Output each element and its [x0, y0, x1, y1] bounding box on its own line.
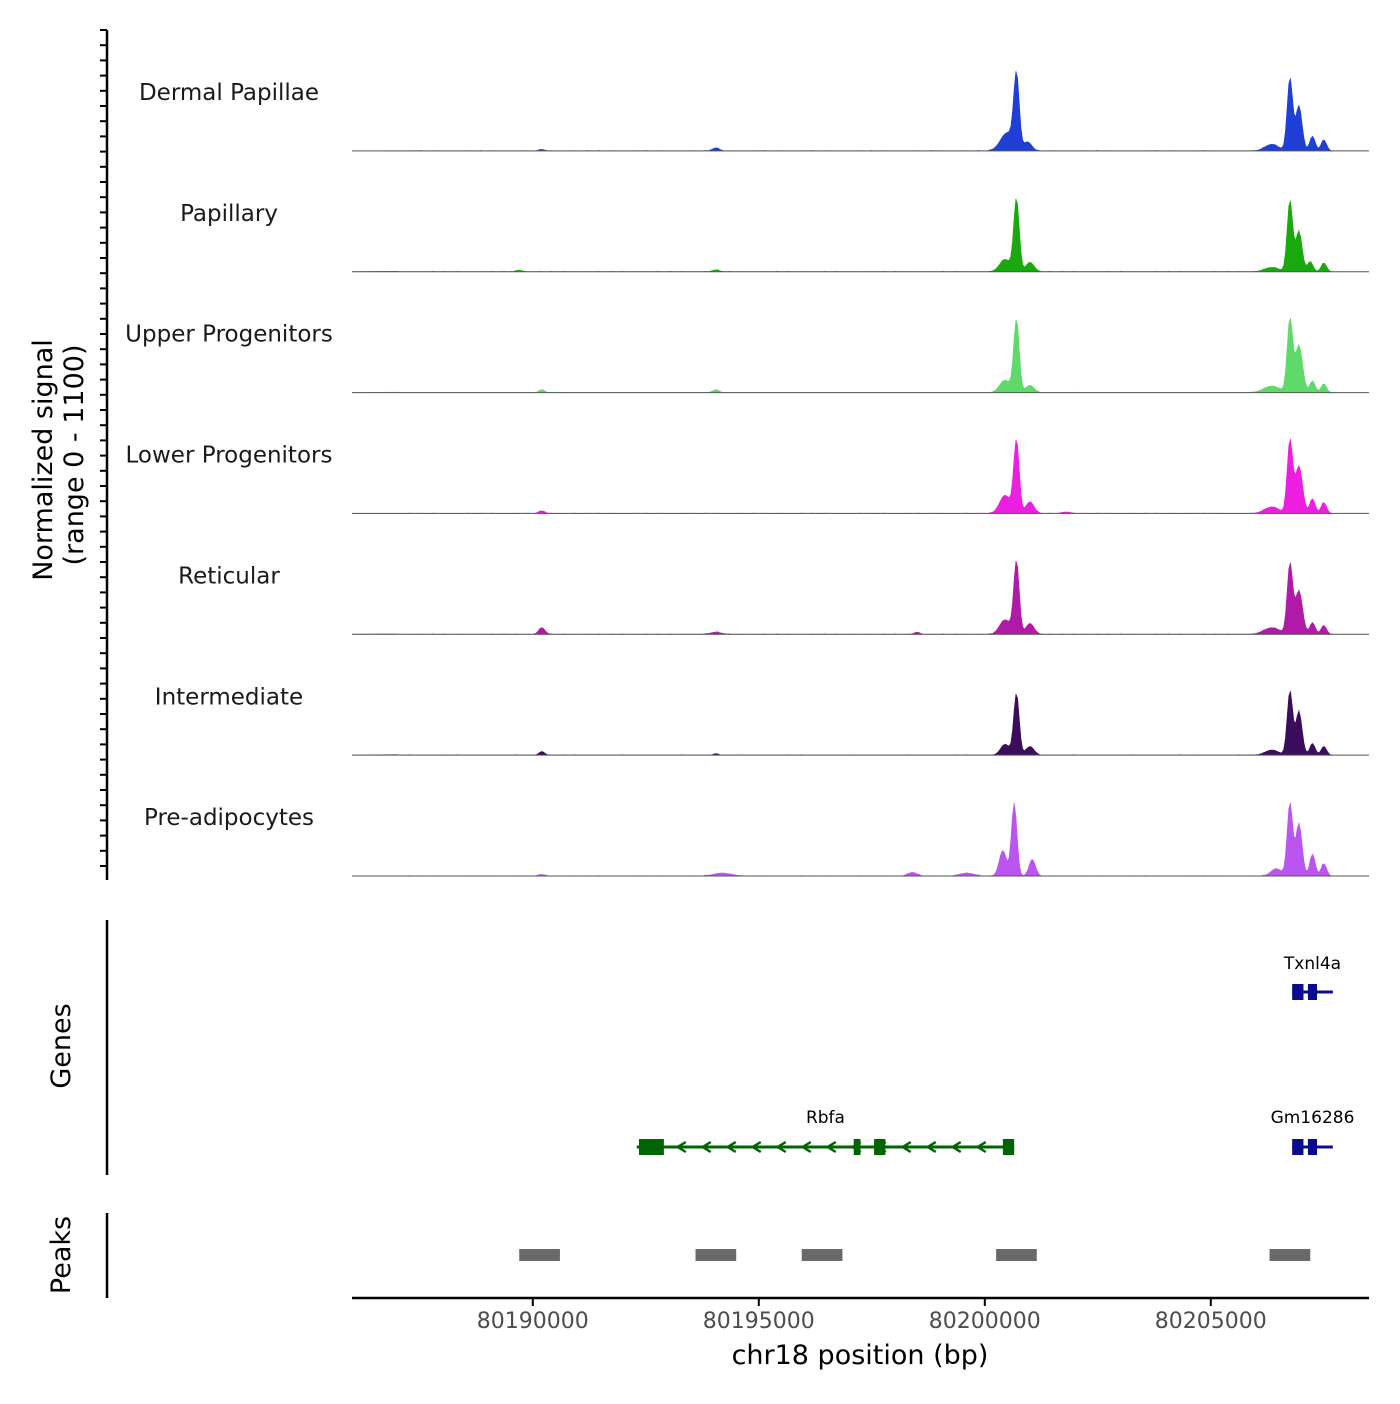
track-label: Upper Progenitors [125, 322, 333, 348]
peak-track [519, 1249, 1311, 1261]
gene-model: Gm16286 [1271, 1108, 1355, 1155]
peak-region [519, 1249, 560, 1261]
track-label: Pre-adipocytes [144, 805, 314, 831]
track-label: Papillary [180, 201, 278, 227]
strand-arrow [750, 1140, 762, 1154]
signal-area [351, 691, 1334, 756]
coverage-track: Upper Progenitors [125, 317, 1369, 394]
signal-area [351, 198, 1334, 273]
strand-arrow [675, 1140, 687, 1154]
peak-region [801, 1249, 843, 1261]
track-label: Dermal Papillae [139, 80, 319, 106]
coverage-track: Papillary [180, 198, 1369, 273]
strand-arrow [725, 1140, 737, 1154]
x-tick-label: 80205000 [1155, 1309, 1267, 1334]
x-tick-label: 80190000 [477, 1309, 589, 1334]
gene-exon [639, 1139, 664, 1155]
gene-label: Gm16286 [1271, 1108, 1355, 1128]
gene-label: Txnl4a [1283, 954, 1341, 974]
signal-area [351, 71, 1334, 152]
coverage-tracks: Dermal Papillae Papillary Upper Progenitor… [125, 71, 1369, 877]
coverage-track: Intermediate [155, 684, 1369, 756]
track-label: Intermediate [155, 684, 303, 710]
gene-model: Rbfa [636, 1108, 1015, 1155]
gene-exon [1307, 984, 1318, 1000]
gene-exon [1002, 1139, 1015, 1155]
track-label: Lower Progenitors [126, 443, 333, 469]
gene-label: Rbfa [806, 1108, 845, 1128]
gene-model: Txnl4a [1283, 954, 1341, 1000]
peak-region [996, 1249, 1037, 1261]
y-axis-subtitle: (range 0 - 1100) [59, 345, 90, 566]
gene-exon [1292, 1139, 1304, 1155]
coverage-track: Lower Progenitors [126, 438, 1369, 514]
gene-track: Txnl4a Gm16286 Rbfa [636, 954, 1355, 1155]
gene-exon [1292, 984, 1304, 1000]
track-label: Reticular [178, 563, 280, 589]
strand-arrow [975, 1140, 987, 1154]
x-axis-title: chr18 position (bp) [732, 1340, 989, 1371]
genes-panel-label: Genes [46, 1003, 77, 1088]
coverage-track: Pre-adipocytes [144, 802, 1369, 877]
x-axis-ticks: 80190000 80195000 80200000 80205000 [477, 1298, 1267, 1334]
gene-exon [853, 1139, 861, 1155]
signal-area [351, 560, 1334, 635]
peak-region [695, 1249, 737, 1261]
coverage-track: Reticular [178, 560, 1369, 635]
coverage-y-ticks [100, 29, 107, 867]
gene-exon [874, 1139, 886, 1155]
strand-arrow [900, 1140, 912, 1154]
x-tick-label: 80195000 [703, 1309, 815, 1334]
strand-arrow [800, 1140, 812, 1154]
gene-exon [1307, 1139, 1318, 1155]
strand-arrow [775, 1140, 787, 1154]
signal-area [351, 802, 1334, 877]
strand-arrow [700, 1140, 712, 1154]
strand-arrow [925, 1140, 937, 1154]
strand-arrow [950, 1140, 962, 1154]
signal-area [351, 438, 1334, 514]
signal-area [351, 317, 1334, 393]
x-tick-label: 80200000 [929, 1309, 1041, 1334]
y-axis-title: Normalized signal [28, 339, 59, 581]
peak-region [1269, 1249, 1311, 1261]
strand-arrow [825, 1140, 837, 1154]
peaks-panel-label: Peaks [46, 1216, 77, 1294]
coverage-track: Dermal Papillae [139, 71, 1369, 152]
